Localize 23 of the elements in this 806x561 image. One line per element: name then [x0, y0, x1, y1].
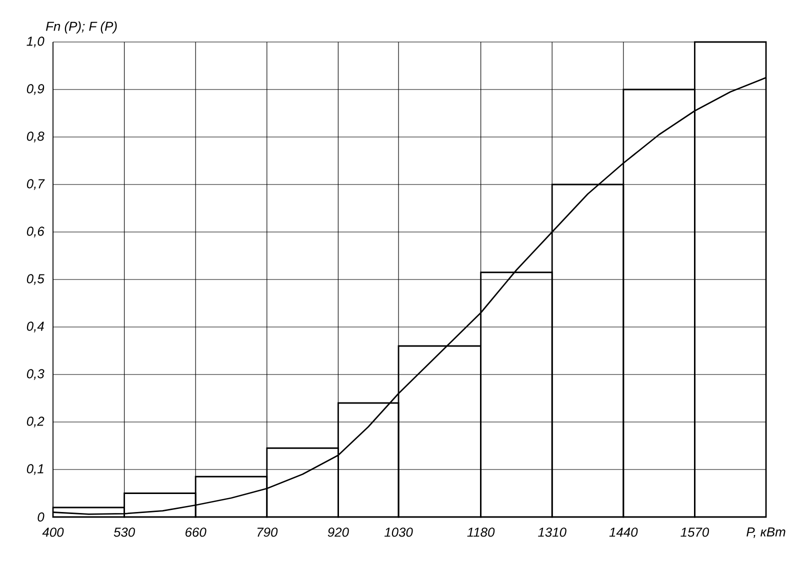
x-tick-label: 1570: [680, 528, 709, 537]
y-axis-title: Fn (P); F (P): [46, 21, 117, 34]
x-tick-label: 1440: [609, 528, 638, 537]
x-tick-label: 400: [42, 528, 64, 537]
x-tick-label: 1310: [538, 528, 566, 537]
y-tick-label: 0: [38, 512, 44, 522]
x-tick-label: 660: [186, 528, 206, 537]
x-axis-title: P, кВт: [746, 528, 786, 538]
y-tick-label: 1,0: [26, 36, 44, 48]
y-tick-label: 0,3: [26, 369, 44, 380]
y-tick-label: 0,8: [26, 132, 44, 142]
x-tick-label: 1180: [467, 528, 495, 537]
y-tick-label: 0,6: [26, 226, 44, 238]
y-tick-label: 0,5: [26, 274, 44, 285]
x-tick-label: 790: [257, 528, 278, 537]
y-tick-label: 0,7: [26, 179, 45, 190]
x-tick-label: 1030: [384, 528, 413, 537]
y-tick-label: 0,1: [26, 464, 44, 475]
x-tick-label: 920: [328, 528, 349, 537]
x-tick-label: 530: [114, 528, 135, 537]
y-tick-label: 0,2: [26, 416, 44, 428]
y-tick-label: 0,9: [26, 84, 44, 95]
y-tick-label: 0,4: [26, 322, 44, 332]
